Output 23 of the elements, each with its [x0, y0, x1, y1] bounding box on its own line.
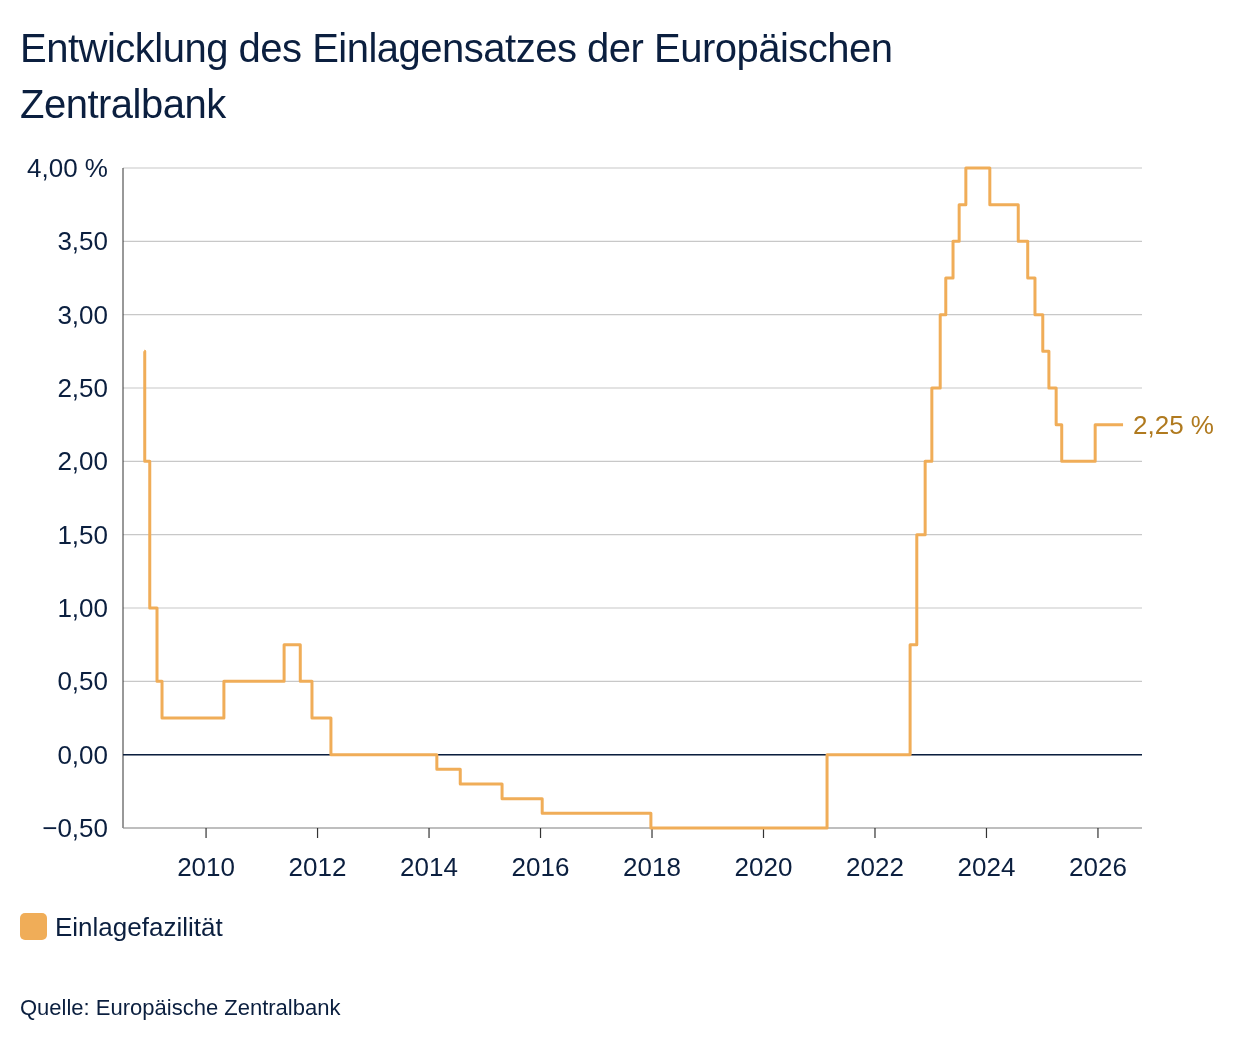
y-tick-label: 3,00: [57, 299, 108, 330]
y-tick-label: 3,50: [57, 226, 108, 257]
y-tick-label: 2,00: [57, 446, 108, 477]
y-tick-label: 4,00 %: [27, 153, 108, 184]
x-tick-label: 2018: [623, 852, 681, 882]
source-note: Quelle: Europäische Zentralbank: [20, 995, 342, 1020]
x-tick-label: 2026: [1069, 852, 1127, 882]
x-tick-label: 2024: [957, 852, 1016, 882]
y-tick-label: 0,50: [57, 666, 108, 697]
y-tick-label: 2,50: [57, 373, 108, 404]
x-tick-label: 2022: [846, 852, 904, 882]
y-tick-label: −0,50: [42, 813, 108, 844]
y-tick-label: 1,50: [57, 519, 108, 550]
x-tick-label: 2010: [177, 852, 235, 882]
x-tick-label: 2014: [400, 852, 458, 882]
x-tick-label: 2020: [734, 852, 793, 882]
x-tick-label: 2016: [511, 852, 570, 882]
y-tick-label: 1,00: [57, 593, 108, 624]
annotation: 2,25 %: [1133, 409, 1214, 440]
legend-label: Einlagefazilität: [55, 912, 224, 942]
x-tick-label: 2012: [288, 852, 347, 882]
y-tick-label: 0,00: [57, 739, 108, 770]
chart-title: Entwicklung des Einlagensatzes der Europäischen Zentralbank: [20, 26, 893, 126]
